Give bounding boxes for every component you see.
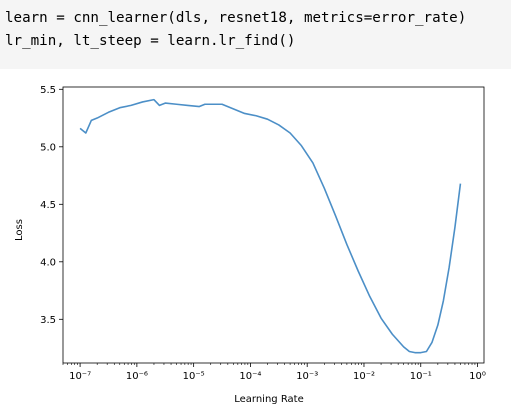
cell-output: 10⁻⁷ 10⁻⁶ 10⁻⁵ 10⁻⁴ 10⁻³ 10⁻² 10⁻¹ 10⁰ 3.5 4.0 4.5…	[0, 69, 511, 412]
x-tick-label: 10⁻⁷	[69, 371, 91, 382]
y-tick-label: 5.0	[40, 142, 56, 153]
code-line-1: learn = cnn_learner(dls, resnet18, metri…	[5, 10, 467, 26]
x-tick-label: 10⁻³	[296, 371, 318, 382]
x-tick-label: 10⁰	[469, 371, 486, 382]
x-tick-label: 10⁻⁴	[239, 371, 261, 382]
y-axis-label: Loss	[14, 219, 25, 241]
lr-find-chart: 10⁻⁷ 10⁻⁶ 10⁻⁵ 10⁻⁴ 10⁻³ 10⁻² 10⁻¹ 10⁰ 3.5 4.0 4.5…	[14, 85, 486, 405]
code-cell[interactable]: learn = cnn_learner(dls, resnet18, metri…	[0, 0, 511, 69]
y-tick-label: 4.5	[40, 200, 56, 211]
y-tick-label: 5.5	[40, 85, 56, 96]
x-tick-label: 10⁻²	[353, 371, 375, 382]
y-tick-label: 3.5	[40, 315, 56, 326]
plot-frame	[62, 86, 485, 364]
y-tick-label: 4.0	[40, 257, 56, 268]
x-tick-label: 10⁻¹	[410, 371, 432, 382]
code-line-2: lr_min, lt_steep = learn.lr_find()	[5, 33, 296, 49]
x-tick-label: 10⁻⁵	[183, 371, 205, 382]
x-tick-label: 10⁻⁶	[126, 371, 148, 382]
loss-curve-line	[79, 98, 462, 354]
x-axis-label: Learning Rate	[234, 394, 304, 405]
